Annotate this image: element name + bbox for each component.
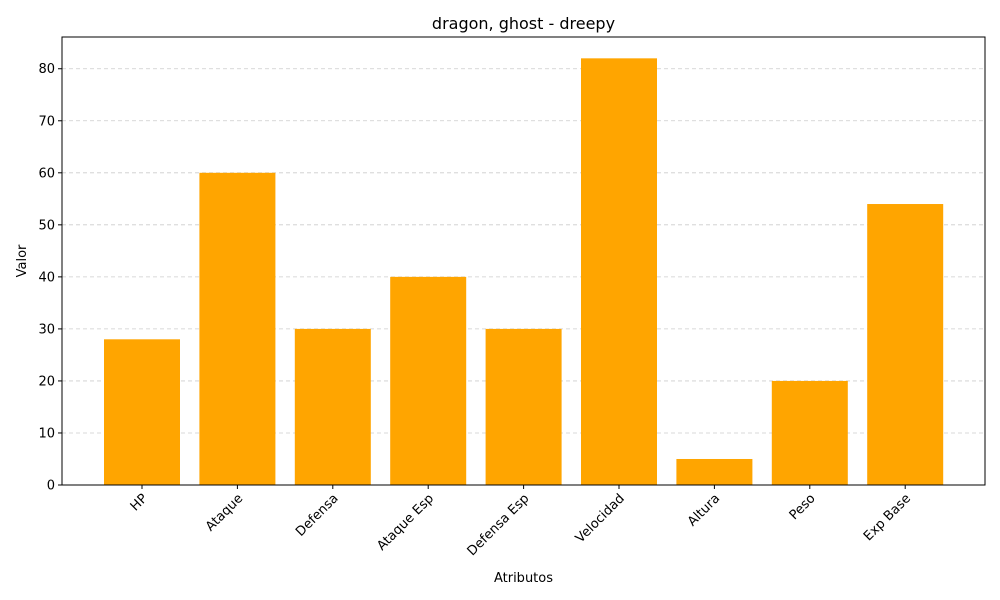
y-tick-label: 70 — [38, 114, 55, 129]
y-tick-label: 0 — [47, 479, 55, 494]
x-tick-label: Defensa — [293, 491, 341, 539]
x-tick-label: Ataque — [203, 491, 246, 534]
x-axis-label: Atributos — [494, 571, 553, 586]
x-tick-label: Peso — [787, 491, 819, 523]
x-axis-ticks: HP Ataque Defensa Ataque Esp Defensa Esp Velo… — [128, 485, 914, 559]
x-tick-label: Velocidad — [573, 491, 628, 546]
x-tick-label: Exp Base — [861, 491, 914, 544]
bars — [104, 58, 944, 485]
bar-exp-base — [867, 204, 944, 485]
y-tick-label: 50 — [38, 218, 55, 233]
bar-peso — [771, 380, 848, 485]
bar-defensa — [294, 328, 371, 485]
y-tick-label: 40 — [38, 270, 55, 285]
y-axis-ticks: 0 10 20 30 40 50 60 70 80 — [38, 62, 62, 494]
bar-ataque-esp — [390, 276, 467, 485]
chart-title: dragon, ghost - dreepy — [432, 14, 615, 33]
y-axis-label: Valor — [15, 244, 30, 277]
bar-hp — [104, 339, 180, 485]
bar-ataque — [199, 172, 276, 485]
bar-altura — [676, 458, 753, 485]
y-tick-label: 10 — [38, 426, 55, 441]
bar-velocidad — [581, 58, 657, 485]
x-tick-label: Ataque Esp — [374, 491, 437, 554]
y-tick-label: 30 — [38, 322, 55, 337]
bar-defensa-esp — [485, 328, 562, 485]
x-tick-label: HP — [128, 491, 151, 514]
y-tick-label: 20 — [38, 374, 55, 389]
y-tick-label: 60 — [38, 166, 55, 181]
x-tick-label: Altura — [685, 491, 723, 529]
y-tick-label: 80 — [38, 62, 55, 77]
x-tick-label: Defensa Esp — [465, 491, 533, 559]
